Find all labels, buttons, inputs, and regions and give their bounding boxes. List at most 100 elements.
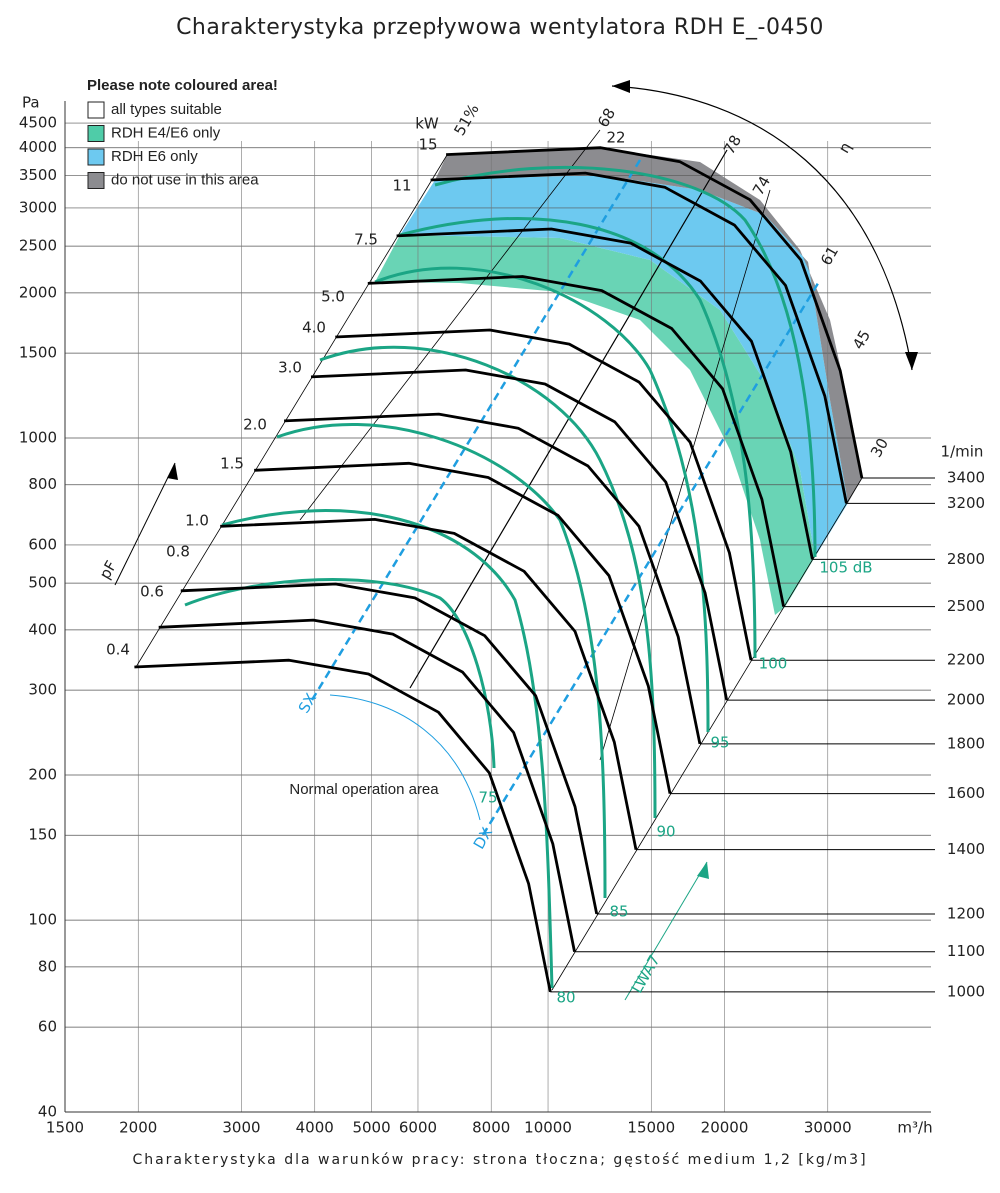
- y-tick-label: 3000: [19, 198, 57, 216]
- sound-curve: [319, 345, 657, 819]
- rpm-curve: [310, 368, 729, 701]
- legend-label: do not use in this area: [111, 171, 259, 188]
- rpm-value-label: 1000: [947, 982, 985, 1000]
- rpm-curve: [180, 582, 599, 915]
- legend-title: Please note coloured area!: [87, 77, 278, 94]
- chart-title: Charakterystyka przepływowa wentylatora …: [176, 15, 824, 40]
- x-tick-label: 30000: [804, 1119, 852, 1137]
- x-tick-label: 20000: [701, 1119, 749, 1137]
- legend-swatch: [87, 172, 105, 189]
- sound-curve: [276, 423, 607, 899]
- power-label: 22: [606, 129, 625, 147]
- efficiency-label: 78: [720, 132, 745, 158]
- rpm-value-label: 2800: [947, 550, 985, 568]
- e4-e6-area: [375, 235, 815, 615]
- efficiency-label: 30: [867, 435, 892, 461]
- rpm-curve: [446, 146, 864, 479]
- x-tick-label: 1500: [46, 1119, 84, 1137]
- sound-label: 90: [656, 823, 675, 841]
- efficiency-label: 74: [749, 173, 774, 199]
- end-line: [551, 477, 863, 991]
- power-label: 7.5: [354, 231, 378, 249]
- power-label: 4.0: [302, 319, 326, 337]
- sound-symbol: LWA7: [628, 952, 664, 996]
- x-tick-label: 5000: [352, 1119, 390, 1137]
- power-unit: kW: [415, 115, 439, 133]
- power-label: 11: [392, 177, 411, 195]
- rpm-curve: [220, 518, 638, 850]
- e6-area: [400, 175, 848, 557]
- power-label: 0.6: [140, 583, 164, 601]
- x-axis-label: m³/h: [897, 1119, 932, 1137]
- legend-label: all types suitable: [111, 101, 222, 118]
- legend-swatch: [87, 101, 105, 119]
- rpm-value-label: 2000: [947, 691, 985, 709]
- arrow-head: [697, 862, 709, 879]
- decorations: [114, 80, 918, 1001]
- y-tick-label: 200: [28, 766, 57, 784]
- efficiency-arrow: [611, 85, 913, 371]
- efficiency-symbol: η: [835, 139, 855, 156]
- arrow-head: [612, 80, 630, 93]
- efficiency-label: 61: [817, 243, 842, 269]
- y-axis-label: Pa: [22, 94, 40, 112]
- sound-arrow: [624, 861, 708, 1001]
- y-tick-label: 40: [38, 1103, 57, 1121]
- y-tick-label: 4500: [19, 114, 57, 132]
- sound-curve: [399, 216, 757, 659]
- x-tick-label: 10000: [524, 1119, 572, 1137]
- power-label: 0.4: [106, 641, 130, 659]
- y-tick-label: 2500: [19, 237, 57, 255]
- sound-label: 95: [710, 734, 729, 752]
- y-tick-label: 60: [38, 1018, 57, 1036]
- power-label: 1.0: [185, 512, 209, 530]
- rpm-curve: [158, 618, 576, 952]
- y-tick-label: 2000: [19, 283, 57, 301]
- rpm-curve: [367, 275, 785, 607]
- power-label: 0.8: [166, 543, 190, 561]
- legend-label: RDH E4/E6 only: [111, 124, 221, 141]
- rpm-value-label: 1200: [947, 904, 985, 922]
- pressure-arrow: [114, 462, 176, 586]
- sound-label: 80: [556, 989, 575, 1007]
- y-tick-label: 80: [38, 957, 57, 975]
- rpm-value-label: 1100: [947, 942, 985, 960]
- rpm-value-label: 1400: [947, 840, 985, 858]
- y-tick-label: 100: [28, 911, 57, 929]
- efficiency-label: 68: [594, 105, 619, 131]
- sound-label: 105 dB: [819, 559, 872, 577]
- x-tick-label: 6000: [399, 1119, 437, 1137]
- x-tick-label: 8000: [472, 1119, 510, 1137]
- normal-area-label: Normal operation area: [289, 781, 439, 798]
- y-tick-label: 800: [28, 475, 57, 493]
- curves: [134, 146, 935, 993]
- power-label: 5.0: [321, 288, 345, 306]
- rpm-value-label: 3200: [947, 494, 985, 512]
- rpm-curve: [396, 227, 814, 560]
- rpm-label: 1/min: [941, 443, 984, 461]
- y-tick-label: 1000: [19, 429, 57, 447]
- efficiency-label: 51%: [450, 101, 482, 139]
- legend-label: RDH E6 only: [111, 148, 198, 165]
- rpm-curve: [254, 461, 672, 794]
- sx-line: [310, 159, 642, 701]
- y-tick-label: 3500: [19, 166, 57, 184]
- sound-label: 85: [609, 903, 628, 921]
- power-label: 1.5: [220, 455, 244, 473]
- y-tick-label: 1500: [19, 344, 57, 362]
- rpm-value-label: 1800: [947, 734, 985, 752]
- sound-curve: [184, 578, 496, 769]
- sound-label: 75: [478, 789, 497, 807]
- y-tick-label: 600: [28, 535, 57, 553]
- legend-swatch: [87, 125, 105, 142]
- x-tick-label: 2000: [119, 1119, 157, 1137]
- rpm-value-label: 2200: [947, 651, 985, 669]
- sound-curve: [221, 509, 554, 989]
- power-label: 3.0: [278, 359, 302, 377]
- pressure-symbol: pF: [96, 558, 121, 583]
- y-tick-label: 400: [28, 620, 57, 638]
- rpm-value-label: 2500: [947, 597, 985, 615]
- power-label: 15: [418, 136, 437, 154]
- legend: Please note coloured area! all types sui…: [87, 77, 278, 189]
- rpm-curve: [335, 328, 753, 661]
